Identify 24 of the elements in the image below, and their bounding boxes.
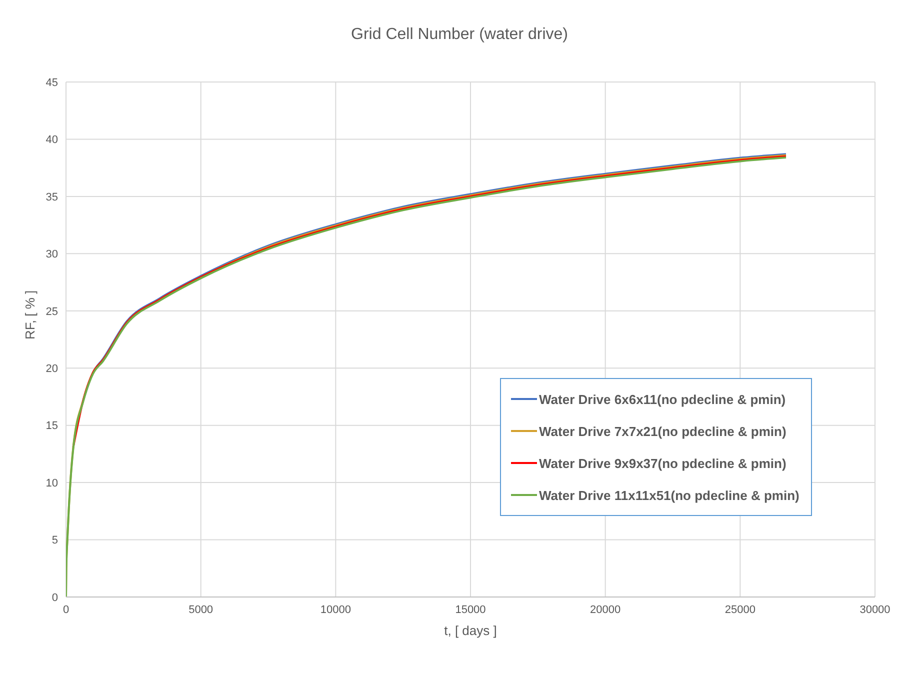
y-axis-title: RF, [ % ] [22, 290, 38, 340]
chart-title: Grid Cell Number (water drive) [350, 26, 569, 44]
x-axis-title: t, [ days ] [444, 623, 497, 638]
y-tick-label: 15 [46, 420, 58, 432]
x-tick-label: 10000 [320, 604, 351, 616]
y-tick-label: 0 [52, 592, 58, 604]
x-tick-label: 20000 [590, 604, 621, 616]
y-tick-label: 45 [46, 76, 58, 89]
y-tick-label: 30 [46, 248, 58, 261]
x-tick-label: 25000 [724, 604, 756, 616]
x-tick-label: 0 [62, 604, 70, 616]
y-tick-label: 5 [52, 534, 58, 547]
y-tick-label: 35 [46, 191, 58, 204]
x-tick-label: 5000 [188, 604, 214, 616]
legend-label: Water Drive 7x7x21(no pdecline & pmin) [539, 424, 786, 438]
legend-label: Water Drive 6x6x11(no pdecline & pmin) [539, 392, 786, 406]
y-tick-label: 40 [46, 134, 58, 146]
y-tick-label: 20 [46, 363, 58, 376]
y-tick-label: 10 [46, 477, 58, 490]
x-tick-label: 15000 [455, 604, 486, 616]
x-tick-label: 30000 [860, 604, 890, 616]
legend-label: Water Drive 11x11x51(no pdecline & pmin) [539, 488, 800, 502]
legend-label: Water Drive 9x9x37(no pdecline & pmin) [539, 456, 786, 470]
y-tick-label: 25 [46, 306, 58, 318]
